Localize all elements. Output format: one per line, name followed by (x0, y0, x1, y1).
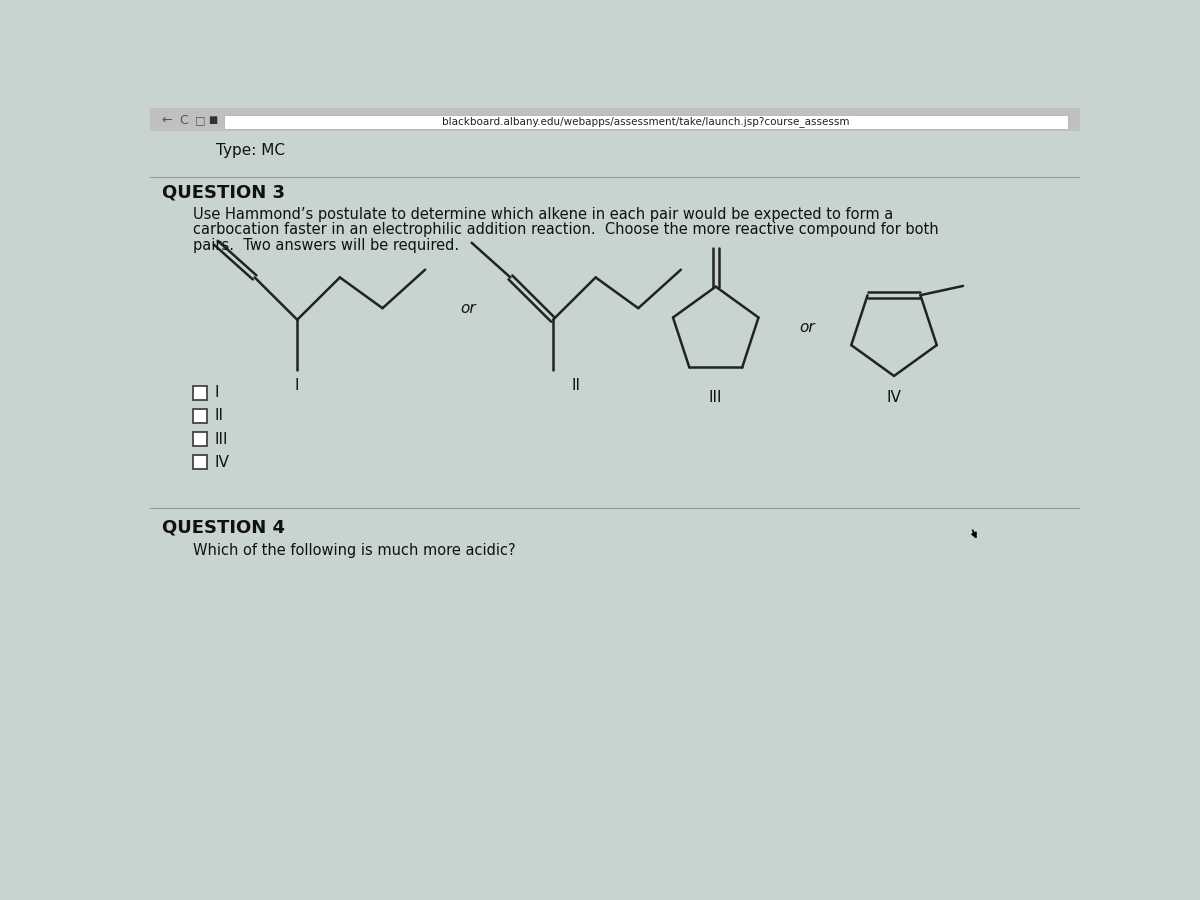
Text: pairs.  Two answers will be required.: pairs. Two answers will be required. (193, 238, 458, 253)
Bar (193, 455, 206, 469)
Text: IV: IV (215, 454, 229, 470)
Text: II: II (571, 378, 581, 392)
Text: I: I (215, 385, 218, 400)
Text: III: III (709, 390, 722, 405)
Text: Type: MC: Type: MC (216, 143, 284, 157)
Text: ■: ■ (208, 115, 217, 125)
Text: ←: ← (162, 113, 172, 127)
Text: C: C (180, 113, 188, 127)
Text: Use Hammond’s postulate to determine which alkene in each pair would be expected: Use Hammond’s postulate to determine whi… (193, 207, 893, 221)
Text: QUESTION 3: QUESTION 3 (162, 184, 284, 202)
Bar (193, 410, 206, 423)
Text: II: II (215, 409, 223, 424)
Text: or: or (799, 320, 815, 335)
Text: Which of the following is much more acidic?: Which of the following is much more acid… (193, 544, 515, 558)
Text: QUESTION 4: QUESTION 4 (162, 518, 284, 536)
Text: III: III (215, 432, 228, 446)
Bar (223, 115, 1068, 129)
Bar (193, 386, 206, 400)
Text: IV: IV (887, 390, 901, 405)
Text: □: □ (194, 115, 205, 125)
Text: blackboard.albany.edu/webapps/assessment/take/launch.jsp?course_assessm: blackboard.albany.edu/webapps/assessment… (443, 116, 850, 127)
Text: carbocation faster in an electrophilic addition reaction.  Choose the more react: carbocation faster in an electrophilic a… (193, 222, 938, 238)
Text: or: or (460, 301, 475, 316)
Text: I: I (295, 378, 300, 392)
Bar (150, 108, 1080, 131)
Bar (193, 432, 206, 446)
